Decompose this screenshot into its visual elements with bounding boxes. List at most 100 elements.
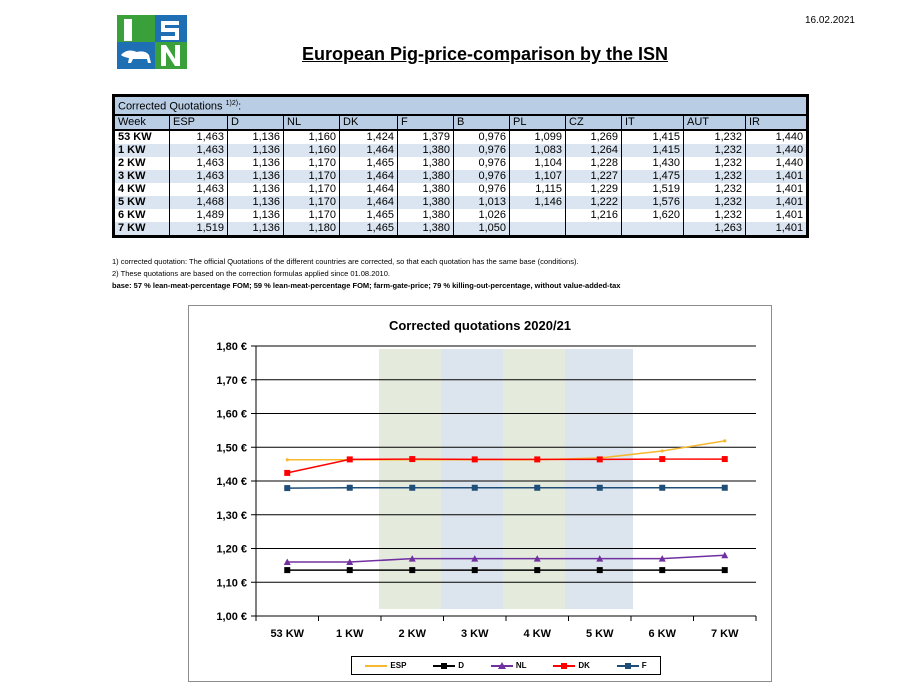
data-point-f (409, 484, 416, 491)
table-header-row: Week ESP D NL DK F B PL CZ IT AUT IR (113, 114, 808, 131)
y-tick-label: 1,70 € (216, 375, 247, 387)
price-cell-nl: 1,160 (283, 143, 340, 157)
price-cell-pl (509, 208, 566, 222)
legend-label: ESP (390, 661, 407, 670)
column-header-week: Week (113, 114, 170, 131)
x-tick-label: 4 KW (524, 628, 552, 640)
watermark-block (565, 349, 633, 609)
chart-plot: Corrected quotations 2020/21 1,00 € 1,10 €… (216, 318, 757, 640)
page-title: European Pig-price-comparison by the ISN (301, 44, 669, 64)
data-point-f (659, 484, 666, 491)
price-cell-d: 1,136 (227, 195, 284, 209)
y-tick-label: 1,30 € (216, 510, 247, 522)
data-point-nl (596, 555, 604, 562)
price-cell-esp: 1,489 (169, 208, 228, 222)
y-tick-label: 1,80 € (216, 341, 247, 353)
data-point-nl (408, 555, 416, 562)
data-point-nl (658, 555, 666, 562)
table-row: 6 KW 1,489 1,136 1,170 1,465 1,380 1,026 1,216 1… (113, 208, 808, 222)
data-point-f (596, 484, 603, 491)
price-cell-aut: 1,232 (683, 169, 746, 183)
price-cell-it: 1,620 (621, 208, 684, 222)
series-line-dk (287, 458, 725, 474)
price-cell-it: 1,430 (621, 156, 684, 170)
price-cell-aut: 1,263 (683, 221, 746, 237)
legend-label: F (641, 661, 647, 670)
price-cell-b: 0,976 (453, 182, 510, 196)
data-point-d (596, 567, 603, 574)
price-cell-f: 1,380 (397, 208, 454, 222)
x-tick-label: 7 KW (711, 628, 739, 640)
data-point-f (346, 484, 353, 491)
table-row: 1 KW 1,463 1,136 1,160 1,464 1,380 0,976 1,083 1… (113, 143, 808, 157)
price-cell-d: 1,136 (227, 208, 284, 222)
price-cell-esp: 1,463 (169, 182, 228, 196)
data-point-dk (596, 456, 603, 463)
x-tick-label: 1 KW (336, 628, 364, 640)
price-cell-aut: 1,232 (683, 182, 746, 196)
data-point-d (534, 567, 541, 574)
series-line-nl (287, 554, 725, 563)
price-cell-cz: 1,222 (565, 195, 622, 209)
price-cell-cz (565, 221, 622, 237)
price-cell-dk: 1,465 (339, 208, 398, 222)
legend-item-nl: NL (490, 661, 527, 670)
isn-logo (117, 15, 187, 69)
data-point-dk (721, 456, 728, 463)
data-point-dk (534, 456, 541, 463)
price-cell-pl: 1,083 (509, 143, 566, 157)
y-tick-label: 1,50 € (216, 442, 247, 454)
watermark-block (441, 349, 503, 609)
column-header-dk: DK (339, 114, 398, 131)
price-cell-d: 1,136 (227, 182, 284, 196)
week-cell: 4 KW (113, 182, 170, 196)
legend-item-d: D (433, 661, 464, 670)
price-cell-b: 1,013 (453, 195, 510, 209)
table-row: 5 KW 1,468 1,136 1,170 1,464 1,380 1,013 1,146 1… (113, 195, 808, 209)
price-cell-dk: 1,424 (339, 129, 398, 144)
data-point-nl (471, 555, 479, 562)
data-point-esp (723, 439, 727, 443)
column-header-ir: IR (744, 114, 808, 131)
price-cell-nl: 1,180 (283, 221, 340, 237)
column-header-d: D (227, 114, 284, 131)
y-tick-label: 1,60 € (216, 409, 247, 421)
data-point-f (721, 484, 728, 491)
table-row: 4 KW 1,463 1,136 1,170 1,464 1,380 0,976 1,115 1… (113, 182, 808, 196)
legend-item-esp: ESP (365, 661, 406, 670)
data-point-dk (659, 456, 666, 463)
data-point-d (659, 567, 666, 574)
table-row: 7 KW 1,519 1,136 1,180 1,465 1,380 1,050 1,263 1… (113, 221, 808, 237)
price-cell-ir: 1,440 (744, 143, 808, 157)
watermark-block (379, 349, 441, 609)
price-cell-pl: 1,099 (509, 129, 566, 144)
table-row: 2 KW 1,463 1,136 1,170 1,465 1,380 0,976 1,104 1… (113, 156, 808, 170)
column-header-cz: CZ (565, 114, 622, 131)
y-tick-label: 1,40 € (216, 476, 247, 488)
column-header-aut: AUT (683, 114, 746, 131)
price-cell-ir: 1,401 (744, 195, 808, 209)
price-cell-f: 1,380 (397, 156, 454, 170)
price-cell-d: 1,136 (227, 143, 284, 157)
price-cell-ir: 1,440 (744, 156, 808, 170)
price-cell-dk: 1,464 (339, 143, 398, 157)
column-header-nl: NL (283, 114, 340, 131)
price-cell-nl: 1,170 (283, 156, 340, 170)
price-cell-esp: 1,463 (169, 169, 228, 183)
price-cell-it: 1,415 (621, 129, 684, 144)
data-point-d (721, 567, 728, 574)
legend-label: D (458, 661, 465, 670)
watermark-block (503, 349, 565, 609)
price-cell-aut: 1,232 (683, 156, 746, 170)
data-point-f (284, 485, 291, 492)
price-cell-b: 0,976 (453, 143, 510, 157)
price-cell-ir: 1,440 (744, 129, 808, 144)
price-cell-nl: 1,160 (283, 129, 340, 144)
price-cell-d: 1,136 (227, 169, 284, 183)
legend-label: NL (515, 661, 527, 670)
price-cell-it (621, 221, 684, 237)
price-cell-nl: 1,170 (283, 169, 340, 183)
data-point-nl (533, 555, 541, 562)
data-point-esp (660, 449, 664, 453)
data-point-esp (285, 458, 289, 462)
